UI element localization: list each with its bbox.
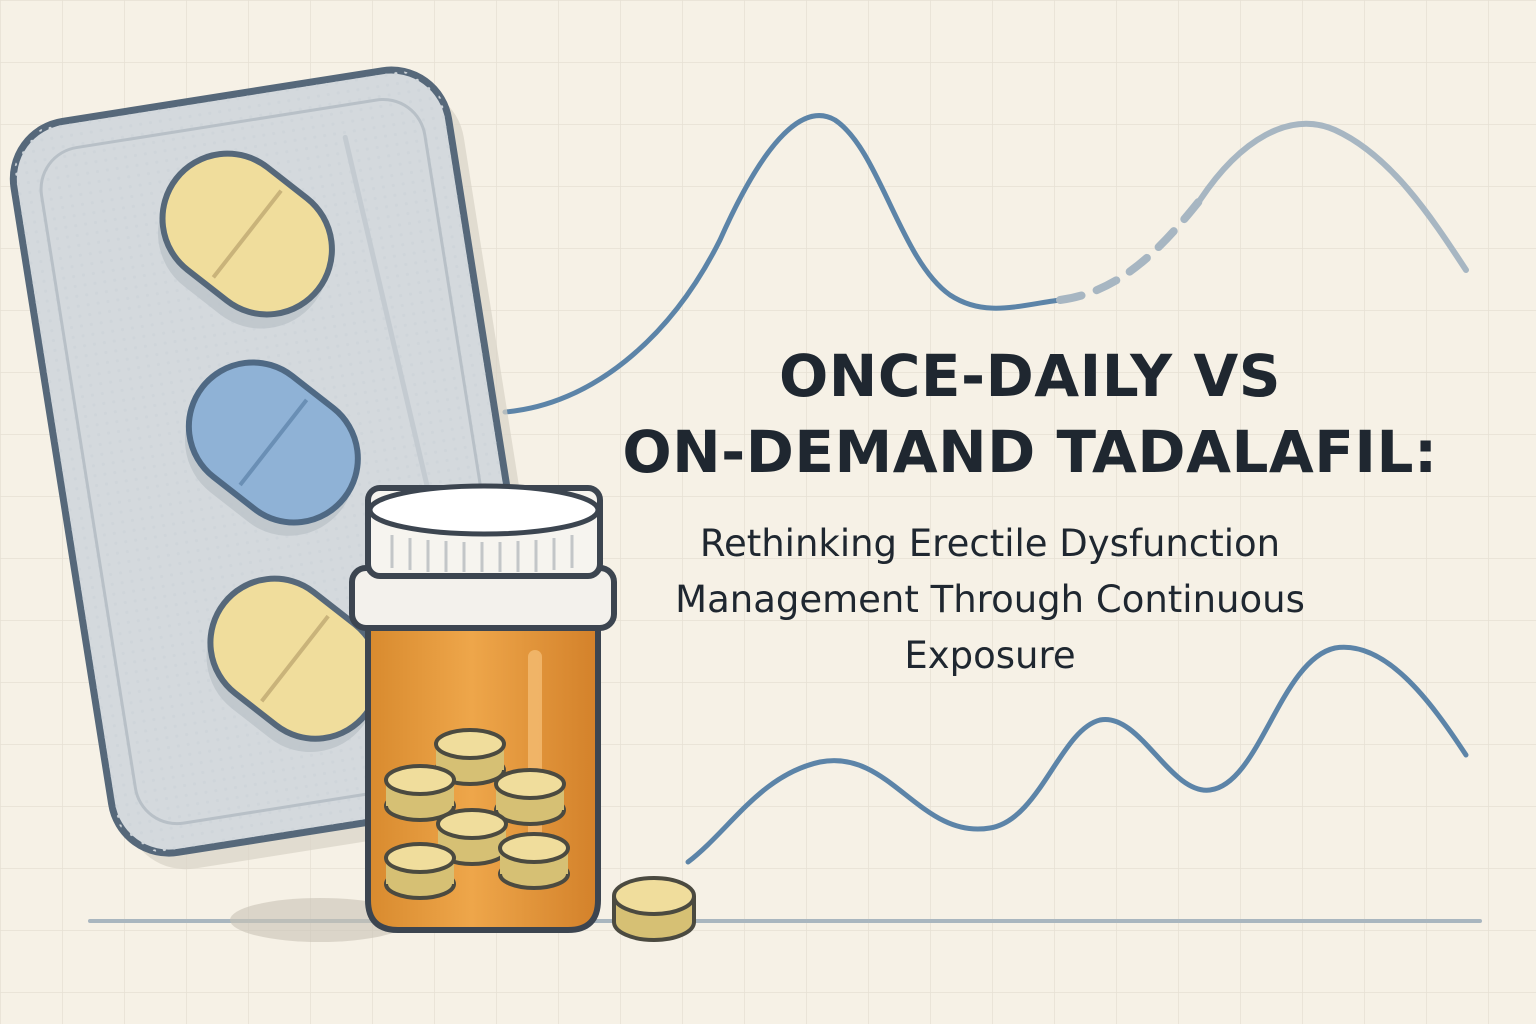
lower-curve xyxy=(685,644,1469,865)
pill-bottle xyxy=(349,483,617,933)
subtitle-line-2: Management Through Continuous xyxy=(675,578,1305,621)
bottle-shadow xyxy=(230,898,410,942)
loose-tablet xyxy=(612,876,696,942)
yellow-pill-bottom xyxy=(206,575,383,753)
blue-pill-middle xyxy=(184,359,361,536)
title-line-2: ON-DEMAND TADALAFIL: xyxy=(622,418,1438,486)
upper-curve-dashed xyxy=(1056,196,1204,304)
yellow-pill-top xyxy=(158,150,335,329)
headline: ONCE-DAILY VS ON-DEMAND TADALAFIL: xyxy=(560,338,1500,490)
subtitle: Rethinking Erectile Dysfunction Manageme… xyxy=(600,516,1380,684)
upper-curve-faded xyxy=(1197,120,1469,273)
title-line-1: ONCE-DAILY VS xyxy=(779,342,1281,410)
subtitle-line-1: Rethinking Erectile Dysfunction xyxy=(699,522,1281,565)
bottle-tablets xyxy=(384,728,570,900)
subtitle-line-3: Exposure xyxy=(904,634,1076,677)
upper-curve-solid xyxy=(502,113,1063,415)
